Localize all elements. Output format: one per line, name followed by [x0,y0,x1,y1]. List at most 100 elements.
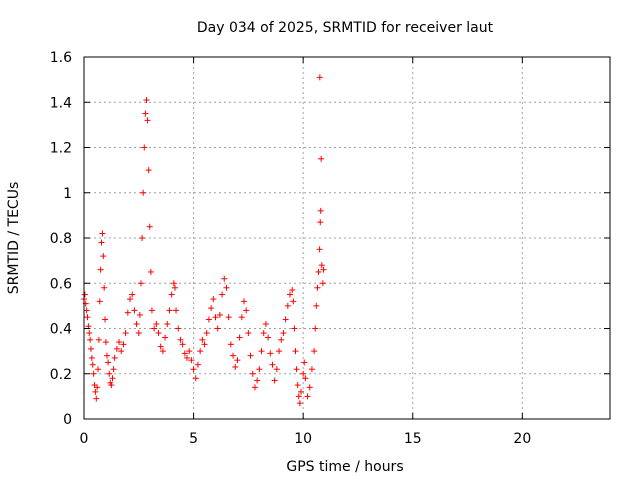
data-point [118,348,125,355]
data-point [319,280,326,287]
data-point [210,296,217,303]
data-point [142,110,149,117]
data-point [164,320,171,327]
data-point [208,305,215,312]
x-tick-label: 20 [513,431,531,447]
data-points [81,74,327,407]
y-tick-label: 0.4 [50,322,72,338]
data-point [144,117,151,124]
data-point [148,307,155,314]
data-point [108,382,115,389]
data-point [139,235,146,241]
data-point [293,366,300,373]
data-point [294,382,301,389]
data-point [230,352,237,359]
y-tick-label: 1.6 [50,50,72,66]
data-point [104,352,111,359]
data-point [232,363,239,370]
data-point [122,330,129,337]
data-point [300,370,307,377]
data-point [302,375,309,382]
data-point [292,348,299,355]
data-point [313,302,320,309]
data-point [102,316,109,323]
data-point [284,302,291,309]
data-point [137,280,144,287]
data-point [90,370,97,377]
data-point [221,275,228,282]
data-point [314,284,321,291]
data-point [254,377,261,384]
data-point [201,341,208,348]
data-point [190,366,197,373]
data-point [234,357,241,364]
data-point [197,348,204,355]
data-point [295,393,302,400]
data-point [223,284,230,291]
data-point [129,291,136,298]
data-point [216,311,223,318]
data-point [146,223,153,230]
data-point [147,268,154,275]
data-point [265,334,272,341]
data-point [311,348,318,355]
data-point [102,339,109,346]
data-point [188,357,195,364]
data-point [110,366,117,373]
data-point [93,395,100,402]
data-point [141,144,148,151]
data-point [177,336,184,343]
data-point [179,341,186,348]
x-axis-label: GPS time / hours [286,459,403,475]
data-point [243,307,250,314]
data-point [168,291,175,298]
data-point [106,370,113,377]
data-point [124,309,131,316]
data-point [113,345,120,352]
x-tick-label: 5 [189,431,198,447]
data-point [219,291,226,298]
data-point [269,361,276,368]
data-point [184,354,191,361]
data-point [260,330,267,337]
plot-frame [83,56,611,420]
data-point [94,384,101,391]
data-point [109,375,116,382]
data-point [194,361,201,368]
data-point [120,341,127,348]
data-point [105,359,112,366]
data-point [247,352,254,359]
data-point [258,348,265,355]
data-point [173,307,180,314]
data-point [317,219,324,226]
data-point [186,348,193,355]
data-point [304,393,311,400]
data-point [171,284,178,291]
y-tick-label: 0.6 [50,276,72,292]
data-point [316,246,323,253]
data-point [96,298,103,305]
data-point [315,268,322,275]
data-point [153,320,160,327]
data-point [95,336,102,343]
data-point [271,377,278,384]
data-point [101,284,108,291]
data-point [312,325,319,332]
data-point [301,359,308,366]
data-point [131,307,138,314]
x-tick-label: 15 [404,431,422,447]
data-point [203,330,210,337]
data-point [116,339,123,346]
data-point [256,366,263,373]
data-point [205,316,212,323]
data-point [251,384,258,391]
data-point [135,330,142,337]
data-point [111,354,118,361]
data-point [290,298,297,305]
data-point [308,366,315,373]
data-point [317,207,324,214]
data-point [83,307,90,314]
data-point [92,388,99,395]
data-point [100,253,107,260]
